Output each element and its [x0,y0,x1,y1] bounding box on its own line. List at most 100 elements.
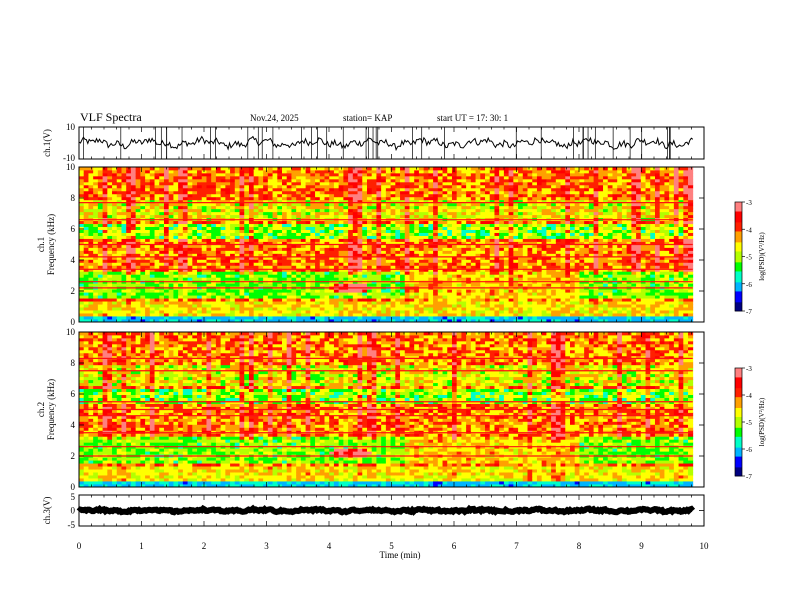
spectrogram-cell [338,196,344,201]
spectrogram-cell [215,175,222,180]
spectrogram-cell [154,301,160,305]
spectrogram-cell [135,232,141,236]
spectrogram-cell [286,211,292,216]
spectrogram-cell [272,167,278,171]
spectrogram-cell [338,169,344,174]
spectrogram-cell [83,172,89,177]
spectrogram-cell [333,250,340,254]
spectrogram-cell [130,307,137,311]
spectrogram-cell [381,259,387,263]
spectrogram-cell [206,214,212,219]
spectrogram-cell [371,229,377,233]
spectrogram-cell [197,259,203,263]
spectrogram-cell [489,223,495,228]
spectrogram-cell [315,292,321,296]
spectrogram-cell [409,223,415,228]
spectrogram-cell [305,316,311,320]
spectrogram-cell [333,262,340,266]
spectrogram-cell [329,196,335,201]
spectrogram-cell [503,199,510,204]
spectrogram-cell [300,304,307,308]
spectrogram-cell [305,313,311,317]
spectrogram-cell [333,235,340,239]
spectrogram-cell [437,301,443,305]
spectrogram-cell [116,310,122,314]
spectrogram-cell [329,319,335,322]
spectrogram-cell [225,175,231,180]
spectrogram-cell [381,247,387,251]
spectrogram-cell [451,184,458,189]
spectrogram-cell [362,172,368,177]
spectrogram-cell [343,319,349,322]
spectrogram-cell [206,289,212,293]
spectrogram-cell [296,319,302,322]
spectrogram-cell [409,304,415,308]
spectrogram-cell [83,199,89,204]
spectrogram-cell [192,172,198,177]
spectrogram-cell [409,289,415,293]
spectrogram-cell [239,187,245,192]
spectrogram-cell [442,169,448,174]
spectrogram-cell [154,187,160,192]
spectrogram-cell [428,178,434,183]
spectrogram-cell [499,226,505,230]
spectrogram-cell [433,232,439,236]
spectrogram-cell [437,229,443,233]
spectrogram-cell [159,241,165,245]
spectrogram-cell [168,202,174,207]
spectrogram-cell [513,223,519,228]
spectrogram-cell [352,265,358,269]
spectrogram-cell [244,178,250,183]
spectrogram-cell [282,193,288,198]
spectrogram-cell [83,167,89,171]
spectrogram-cell [508,211,514,216]
spectrogram-cell [433,187,439,192]
spectrogram-cell [79,190,85,195]
spectrogram-cell [315,247,321,251]
spectrogram-cell [414,289,420,293]
spectrogram-cell [409,265,415,269]
spectrogram-cell [291,307,297,311]
spectrogram-cell [116,223,122,228]
spectrogram-cell [418,220,425,225]
spectrogram-cell [499,274,505,278]
spectrogram-cell [338,226,344,230]
spectrogram-cell [371,199,377,204]
spectrogram-cell [324,238,330,242]
spectrogram-cell [362,193,368,198]
spectrogram-cell [277,241,283,245]
spectrogram-cell [116,292,122,296]
spectrogram-cell [79,307,85,311]
spectrogram-cell [437,262,443,266]
spectrogram-cell [272,310,278,314]
spectrogram-cell [244,283,250,287]
spectrogram-cell [88,220,94,225]
spectrogram-cell [451,172,458,177]
spectrogram-cell [371,292,377,296]
spectrogram-cell [343,199,349,204]
spectrogram-cell [381,175,387,180]
spectrogram-cell [93,178,99,183]
spectrogram-cell [168,175,174,180]
spectrogram-cell [230,196,236,201]
spectrogram-cell [220,193,226,198]
spectrogram-cell [230,187,236,192]
spectrogram-cell [300,211,307,216]
spectrogram-cell [385,202,391,207]
spectrogram-cell [428,172,434,177]
spectrogram-cell [400,313,406,317]
spectrogram-cell [333,167,340,171]
spectrogram-cell [126,169,132,174]
spectrogram-cell [428,184,434,189]
spectrogram-cell [385,184,391,189]
spectrogram-cell [352,283,358,287]
spectrogram-cell [102,292,108,296]
spectrogram-cell [149,205,155,210]
spectrogram-cell [93,259,99,263]
spectrogram-cell [310,241,316,245]
spectrogram-cell [456,274,462,278]
spectrogram-cell [400,226,406,230]
spectrogram-cell [220,310,226,314]
spectrogram-cell [253,262,259,266]
spectrogram-cell [149,232,155,236]
